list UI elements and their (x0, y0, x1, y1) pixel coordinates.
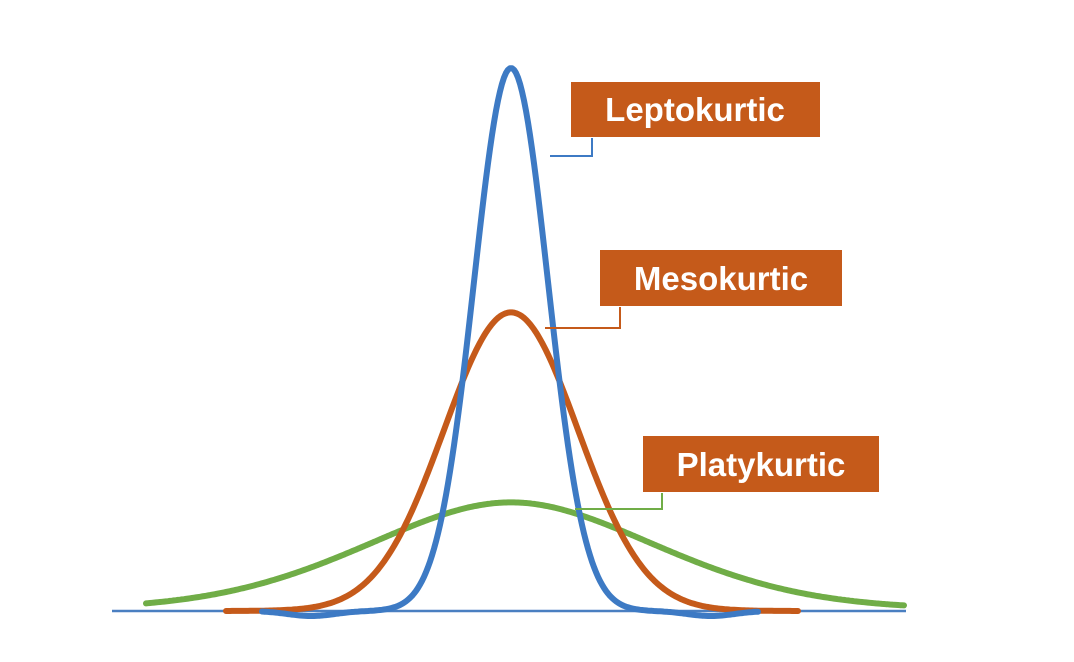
leptokurtic-leader-line (550, 138, 593, 157)
platykurtic-callout: Platykurtic (575, 436, 879, 510)
leptokurtic-label-box (571, 82, 820, 137)
mesokurtic-label: Mesokurtic (634, 260, 808, 297)
mesokurtic-leader-line (545, 307, 621, 329)
platykurtic-leader-line (575, 493, 663, 510)
platykurtic-curve (143, 499, 907, 609)
mesokurtic-callout: Mesokurtic (545, 250, 842, 329)
leptokurtic-curve (259, 65, 761, 619)
mesokurtic-curve (223, 309, 801, 614)
leptokurtic-callout: Leptokurtic (550, 82, 820, 157)
mesokurtic-label-box (600, 250, 842, 306)
leptokurtic-label: Leptokurtic (605, 91, 785, 128)
platykurtic-label-box (643, 436, 879, 492)
platykurtic-label: Platykurtic (677, 446, 846, 483)
